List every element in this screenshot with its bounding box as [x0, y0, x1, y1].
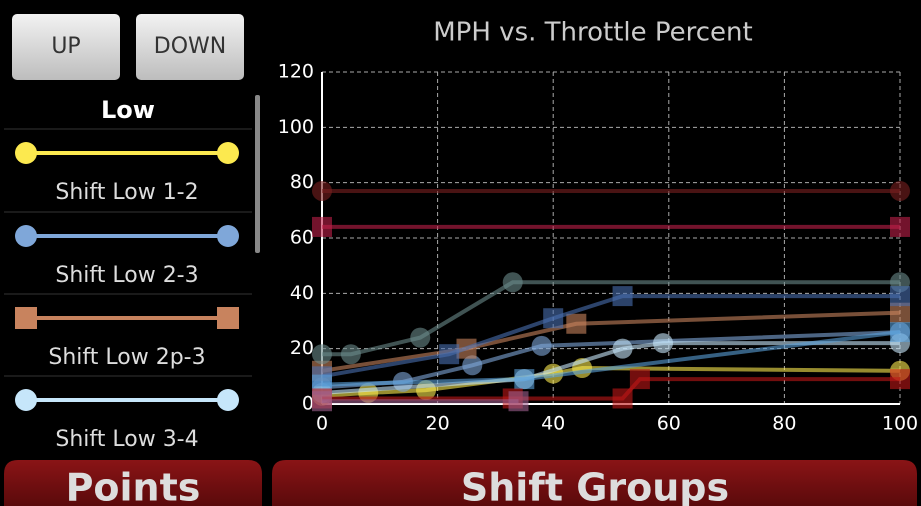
points-tab[interactable] — [4, 460, 262, 506]
marker — [514, 369, 535, 390]
x-tick-label: 40 — [541, 413, 565, 435]
points-tab-label: Points — [66, 466, 201, 506]
legend-marker — [217, 307, 239, 329]
legend-marker — [217, 142, 239, 164]
marker — [629, 369, 650, 390]
marker — [612, 388, 633, 409]
legend-label: Shift Low 2-3 — [55, 263, 198, 288]
marker — [312, 216, 332, 237]
marker — [312, 391, 332, 412]
marker — [890, 369, 910, 390]
marker — [312, 180, 332, 201]
marker — [890, 322, 910, 343]
marker — [890, 180, 910, 201]
legend-marker — [15, 225, 37, 247]
series-line — [321, 310, 901, 373]
marker — [890, 216, 910, 237]
x-tick-label: 100 — [882, 413, 918, 435]
marker — [653, 333, 674, 354]
marker — [508, 391, 529, 412]
chart-title: MPH vs. Throttle Percent — [433, 18, 752, 48]
x-tick-label: 80 — [772, 413, 796, 435]
shift-groups-tab-label: Shift Groups — [461, 466, 729, 506]
legend-marker — [217, 225, 239, 247]
marker — [612, 286, 633, 307]
shift-groups-tab[interactable] — [272, 460, 917, 506]
y-tick-label: 60 — [290, 227, 314, 249]
down-button[interactable] — [136, 14, 244, 80]
marker — [543, 308, 564, 329]
marker — [612, 338, 633, 359]
legend-marker — [217, 389, 239, 411]
y-tick-label: 40 — [290, 282, 314, 304]
up-label: UP — [51, 34, 80, 59]
marker — [531, 335, 552, 356]
marker — [462, 355, 483, 376]
legend-marker — [15, 389, 37, 411]
marker — [890, 302, 910, 323]
plot: 0 20 40 60 80 100 120 0 20 40 60 80 100 — [278, 61, 918, 435]
marker — [340, 344, 361, 365]
legend: Shift Low 1-2 Shift Low 2-3 Shift Low 2p-3… — [4, 128, 252, 452]
marker — [410, 327, 431, 348]
marker — [890, 286, 910, 307]
y-tick-label: 20 — [290, 337, 314, 359]
marker — [312, 344, 332, 365]
y-tick-label: 100 — [278, 116, 314, 138]
y-tick-label: 0 — [302, 393, 314, 415]
x-tick-label: 60 — [657, 413, 681, 435]
scrollbar — [255, 95, 260, 253]
legend-marker — [15, 307, 37, 329]
legend-marker — [15, 142, 37, 164]
legend-title: Low — [101, 96, 155, 124]
up-button[interactable] — [12, 14, 120, 80]
x-tick-label: 20 — [426, 413, 450, 435]
down-label: DOWN — [154, 34, 226, 59]
marker — [439, 344, 460, 365]
legend-label: Shift Low 2p-3 — [48, 345, 205, 370]
marker — [502, 272, 523, 293]
marker — [566, 313, 587, 334]
y-tick-label: 80 — [290, 171, 314, 193]
y-tick-label: 120 — [278, 61, 314, 83]
legend-label: Shift Low 1-2 — [55, 180, 198, 205]
legend-label: Shift Low 3-4 — [55, 427, 198, 452]
x-tick-label: 0 — [316, 413, 328, 435]
